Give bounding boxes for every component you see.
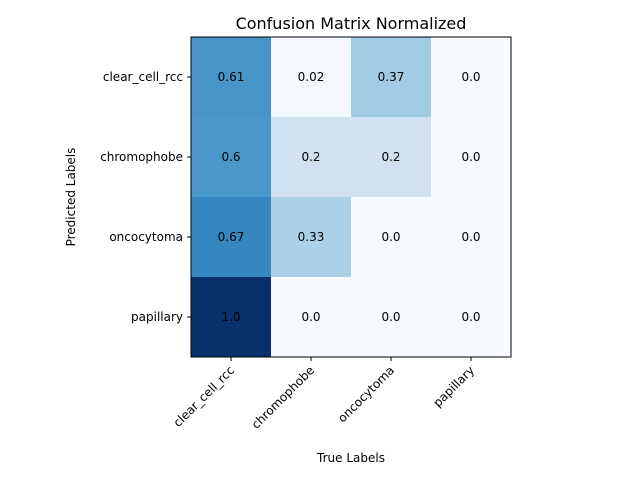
heatmap-cells — [191, 37, 512, 358]
chart-title: Confusion Matrix Normalized — [236, 14, 467, 33]
heatmap-cell-chromophobe-oncocytoma — [351, 117, 432, 198]
plot-frame — [190, 36, 512, 358]
cell-value-label: 0.0 — [301, 310, 320, 324]
heatmap-cell-papillary-clear-cell-rcc — [191, 277, 272, 358]
x-tick-label-oncocytoma: oncocytoma — [335, 363, 397, 425]
cell-value-label: 0.0 — [461, 230, 480, 244]
cell-value-label: 0.0 — [461, 150, 480, 164]
cell-value-label: 0.67 — [218, 230, 245, 244]
x-tick-label-chromophobe: chromophobe — [249, 363, 317, 431]
y-tick-label-clear-cell-rcc: clear_cell_rcc — [103, 70, 183, 84]
cell-value-label: 0.2 — [381, 150, 400, 164]
cell-value-label: 0.02 — [298, 70, 325, 84]
x-tick-label-clear-cell-rcc: clear_cell_rcc — [171, 363, 238, 430]
cell-value-label: 0.2 — [301, 150, 320, 164]
heatmap-cell-chromophobe-papillary — [431, 117, 512, 198]
y-axis-label: Predicted Labels — [64, 148, 78, 247]
cell-value-label: 0.0 — [381, 230, 400, 244]
heatmap-cell-papillary-oncocytoma — [351, 277, 432, 358]
heatmap-cell-clear-cell-rcc-oncocytoma — [351, 37, 432, 118]
x-axis-label: True Labels — [316, 451, 385, 465]
y-tick-label-papillary: papillary — [131, 310, 183, 324]
x-axis-ticks: clear_cell_rcc chromophobe oncocytoma papil… — [171, 357, 477, 432]
heatmap-cell-chromophobe-clear-cell-rcc — [191, 117, 272, 198]
heatmap-cell-papillary-papillary — [431, 277, 512, 358]
y-tick-label-oncocytoma: oncocytoma — [109, 230, 183, 244]
heatmap-cell-clear-cell-rcc-chromophobe — [271, 37, 352, 118]
cell-value-label: 0.0 — [461, 310, 480, 324]
cell-value-label: 0.33 — [298, 230, 325, 244]
x-tick-label-papillary: papillary — [430, 363, 477, 410]
cell-value-label: 0.6 — [221, 150, 240, 164]
heatmap-cell-clear-cell-rcc-clear-cell-rcc — [191, 37, 272, 118]
heatmap-cell-oncocytoma-chromophobe — [271, 197, 352, 278]
cell-value-label: 0.0 — [381, 310, 400, 324]
heatmap-cell-oncocytoma-papillary — [431, 197, 512, 278]
heatmap-cell-oncocytoma-oncocytoma — [351, 197, 432, 278]
y-tick-label-chromophobe: chromophobe — [100, 150, 183, 164]
cell-value-label: 0.0 — [461, 70, 480, 84]
heatmap-cell-oncocytoma-clear-cell-rcc — [191, 197, 272, 278]
heatmap-cell-chromophobe-chromophobe — [271, 117, 352, 198]
cell-value-label: 0.37 — [378, 70, 405, 84]
cell-value-label: 1.0 — [221, 310, 240, 324]
heatmap-cell-clear-cell-rcc-papillary — [431, 37, 512, 118]
y-axis-ticks: clear_cell_rcc chromophobe oncocytoma papil… — [100, 70, 191, 324]
cell-annotations: 0.61 0.02 0.37 0.0 0.6 0.2 0.2 0.0 0.67 0.33 0.0 0.… — [218, 70, 481, 324]
heatmap-cell-papillary-chromophobe — [271, 277, 352, 358]
cell-value-label: 0.61 — [218, 70, 245, 84]
